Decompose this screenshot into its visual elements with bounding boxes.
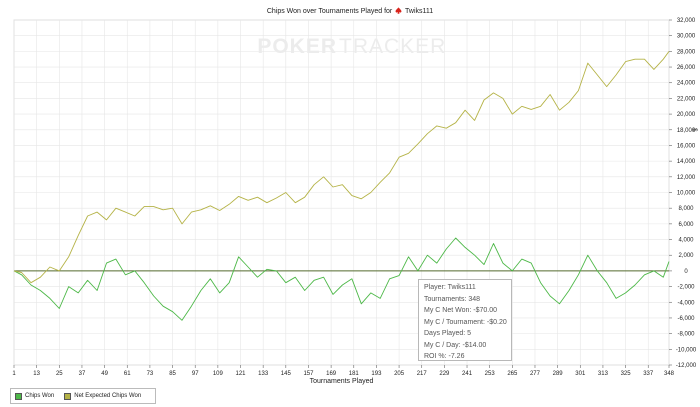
x-tick-label: 49: [101, 371, 108, 377]
y-tick-label: 30,000: [677, 34, 696, 40]
y-tick-label: 8,000: [678, 206, 694, 212]
x-tick-label: 109: [213, 371, 224, 377]
y-tick-label: 10,000: [677, 191, 696, 197]
axis-layer: 1 13 25 37 49 61 73 85 97 109 121 133 145 157 169 181 19…: [12, 18, 697, 385]
stat-roi: ROI %: -7.26: [424, 353, 465, 360]
y-tick-label: 16,000: [677, 143, 696, 149]
x-tick-label: 277: [530, 371, 541, 377]
y-tick-label: 24,000: [677, 81, 696, 87]
x-tick-label: 241: [462, 371, 473, 377]
legend-item-chips-won[interactable]: Chips Won: [15, 392, 55, 400]
series-layer: [13, 51, 670, 321]
x-tick-label: 25: [56, 371, 63, 377]
legend-swatch-net-expected: [64, 392, 72, 400]
chart-legend: Chips Won Net Expected Chips Won: [10, 388, 157, 404]
x-tick-label: 337: [643, 371, 654, 377]
y-tick-label: -12,000: [676, 363, 697, 369]
y-tick-label: 20,000: [677, 112, 696, 118]
y-tick-label: 32,000: [677, 18, 696, 24]
y-tick-label: -2,000: [677, 285, 695, 291]
x-tick-label: 121: [236, 371, 247, 377]
chart-title-text: Chips Won over Tournaments Played for: [266, 8, 393, 15]
y-tick-label: 28,000: [677, 49, 696, 55]
chart-title-player: Twiks111: [405, 8, 434, 15]
x-tick-label: 73: [147, 371, 154, 377]
x-tick-label: 265: [507, 371, 518, 377]
y-tick-label: 0: [684, 269, 688, 275]
chart-title: Chips Won over Tournaments Played for Tw…: [0, 7, 700, 15]
x-tick-label: 157: [303, 371, 314, 377]
y-tick-label: 18,000: [677, 128, 696, 134]
y-tick-label: 4,000: [678, 238, 694, 244]
watermark-poker: POKER: [257, 35, 337, 58]
y-tick-label: -4,000: [677, 300, 695, 306]
y-tick-label: -10,000: [676, 347, 697, 353]
y-tick-label: 26,000: [677, 65, 696, 71]
x-tick-label: 169: [326, 371, 337, 377]
series-line-net-expected: [13, 51, 670, 284]
x-tick-label: 193: [371, 371, 382, 377]
player-stats-tooltip: Player: Twiks111 Tournaments: 348 My C N…: [418, 279, 512, 361]
x-tick-label: 145: [281, 371, 292, 377]
y-tick-label: 14,000: [677, 159, 696, 165]
stat-per-tournament: My C / Tournament: -$0.20: [424, 318, 507, 326]
stat-net-won: My C Net Won: -$70.00: [424, 307, 498, 314]
stat-days-played: Days Played: 5: [424, 330, 472, 337]
x-tick-label: 229: [439, 371, 450, 377]
legend-item-net-expected[interactable]: Net Expected Chips Won: [64, 392, 142, 400]
x-tick-label: 289: [553, 371, 564, 377]
grid-layer: [13, 19, 670, 366]
y-axis-label: $: [691, 128, 697, 132]
x-tick-label: 61: [124, 371, 131, 377]
x-tick-label: 1: [12, 371, 16, 377]
y-tick-label: 2,000: [678, 253, 694, 259]
legend-swatch-chips-won: [15, 392, 22, 400]
stat-player: Player: Twiks111: [424, 284, 476, 291]
y-tick-label: 6,000: [678, 222, 694, 228]
x-axis-label: Tournaments Played: [310, 378, 374, 385]
x-tick-label: 217: [417, 371, 428, 377]
legend-label-net-expected: Net Expected Chips Won: [74, 393, 142, 399]
series-line-chips-won: [13, 237, 670, 321]
stat-tournaments: Tournaments: 348: [424, 295, 481, 303]
x-tick-label: 253: [485, 371, 496, 377]
y-tick-label: 12,000: [677, 175, 696, 181]
x-tick-label: 133: [258, 371, 269, 377]
y-tick-label: -8,000: [677, 332, 695, 338]
x-tick-label: 13: [33, 371, 40, 377]
watermark-tracker: TRACKER: [339, 35, 446, 58]
y-tick-label: -6,000: [677, 316, 695, 322]
x-tick-label: 348: [664, 371, 675, 377]
legend-label-chips-won: Chips Won: [25, 393, 55, 399]
x-tick-label: 85: [169, 371, 176, 377]
x-tick-label: 313: [598, 371, 609, 377]
x-tick-label: 37: [79, 371, 86, 377]
y-tick-label: 22,000: [677, 96, 696, 102]
x-tick-label: 97: [192, 371, 199, 377]
spade-icon: [395, 7, 402, 14]
x-tick-label: 205: [394, 371, 405, 377]
x-tick-label: 301: [575, 371, 586, 377]
x-tick-label: 325: [621, 371, 632, 377]
stat-per-day: My C / Day: -$14.00: [424, 341, 487, 349]
x-tick-label: 181: [349, 371, 360, 377]
